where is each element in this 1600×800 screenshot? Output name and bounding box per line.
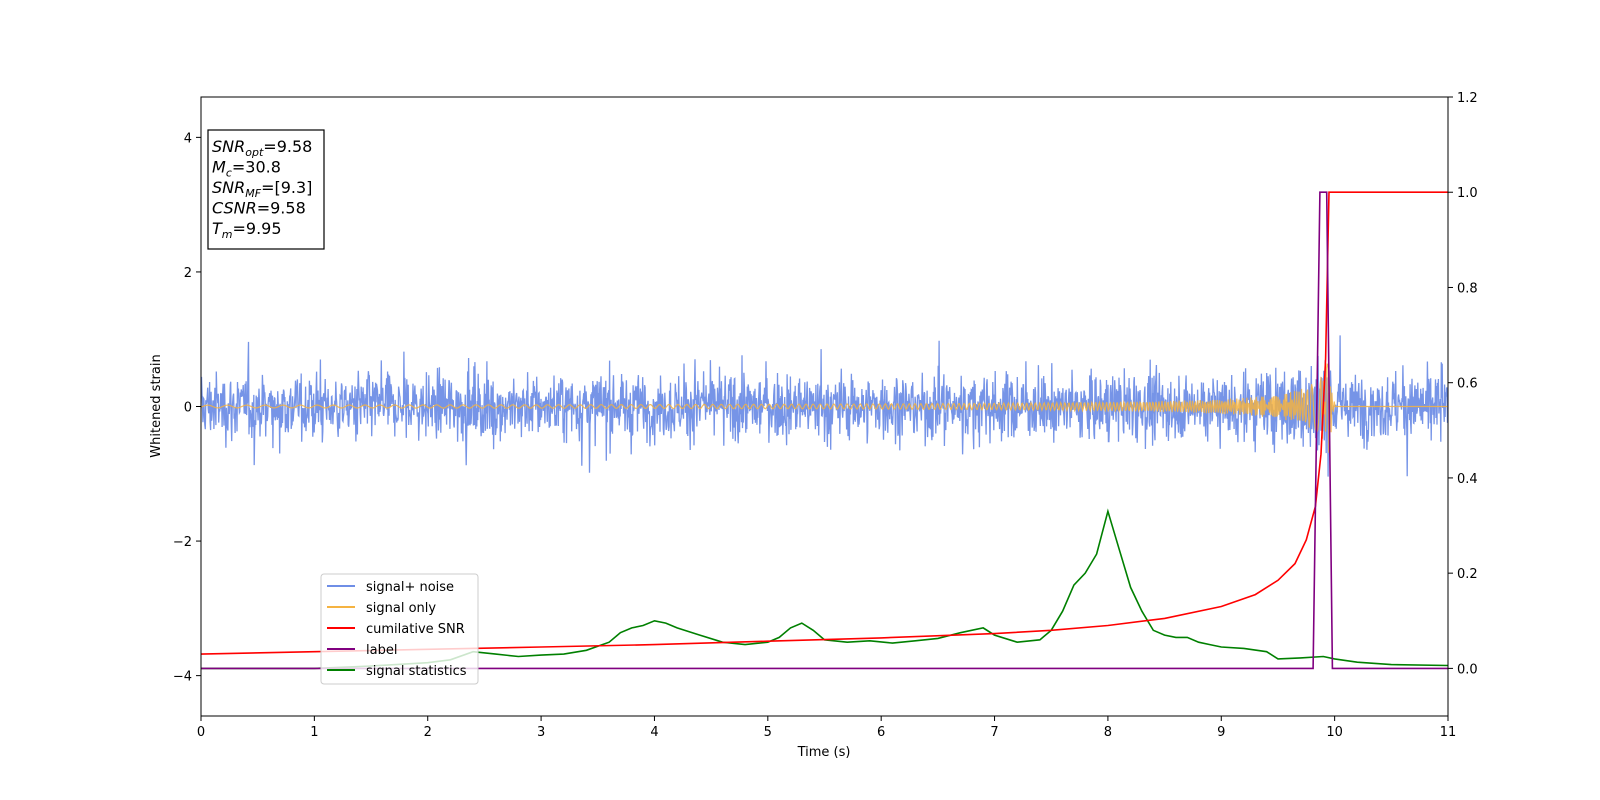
info-box-line: Tm=9.95 bbox=[212, 219, 282, 241]
legend-entry: signal only bbox=[366, 601, 436, 616]
y-axis-label: Whitened strain bbox=[149, 354, 164, 457]
x-tick-label: 0 bbox=[197, 725, 205, 740]
x-axis-label: Time (s) bbox=[797, 745, 851, 760]
legend-entry: signal statistics bbox=[366, 664, 467, 679]
y-left-tick-label: −2 bbox=[173, 535, 192, 550]
y-left-tick-label: 4 bbox=[184, 131, 192, 146]
info-box-line: SNRMF=[9.3] bbox=[212, 178, 312, 200]
info-box-line: SNRopt=9.58 bbox=[212, 137, 312, 159]
x-tick-label: 5 bbox=[764, 725, 772, 740]
info-box-line: Mc=30.8 bbox=[212, 158, 281, 180]
y-right-tick-label: 1.2 bbox=[1457, 91, 1478, 106]
legend: signal+ noise signal only cumilative SNR la… bbox=[320, 573, 479, 685]
x-tick-label: 11 bbox=[1440, 725, 1457, 740]
x-tick-label: 7 bbox=[990, 725, 998, 740]
y-right-tick-label: 0.8 bbox=[1457, 281, 1478, 296]
y-right-tick-label: 0.6 bbox=[1457, 377, 1478, 392]
x-tick-label: 9 bbox=[1217, 725, 1225, 740]
y-right-tick-label: 0.0 bbox=[1457, 662, 1478, 677]
series-label bbox=[201, 191, 1448, 670]
series-cumulative-snr bbox=[201, 191, 1448, 655]
x-tick-label: 6 bbox=[877, 725, 885, 740]
x-tick-label: 1 bbox=[310, 725, 318, 740]
info-box-line: CSNR=9.58 bbox=[212, 199, 306, 218]
legend-frame bbox=[320, 573, 479, 685]
info-box-frame bbox=[207, 129, 325, 250]
info-box: SNRopt=9.58Mc=30.8SNRMF=[9.3]CSNR=9.58Tm… bbox=[207, 129, 325, 250]
x-tick-label: 10 bbox=[1326, 725, 1343, 740]
legend-entry: cumilative SNR bbox=[366, 622, 465, 637]
series-signal-statistics bbox=[201, 508, 1448, 670]
y-left-tick-label: −4 bbox=[173, 670, 192, 685]
legend-entry: signal+ noise bbox=[366, 580, 454, 595]
y-left-tick-label: 2 bbox=[184, 266, 192, 281]
x-tick-label: 4 bbox=[650, 725, 658, 740]
x-tick-label: 3 bbox=[537, 725, 545, 740]
y-right-tick-label: 0.4 bbox=[1457, 472, 1478, 487]
series-signal-only bbox=[201, 363, 1448, 453]
legend-entry: label bbox=[366, 643, 397, 658]
y-right-tick-label: 0.2 bbox=[1457, 567, 1478, 582]
x-tick-label: 2 bbox=[424, 725, 432, 740]
x-tick-label: 8 bbox=[1104, 725, 1112, 740]
y-right-tick-label: 1.0 bbox=[1457, 186, 1478, 201]
y-left-tick-label: 0 bbox=[184, 401, 192, 416]
